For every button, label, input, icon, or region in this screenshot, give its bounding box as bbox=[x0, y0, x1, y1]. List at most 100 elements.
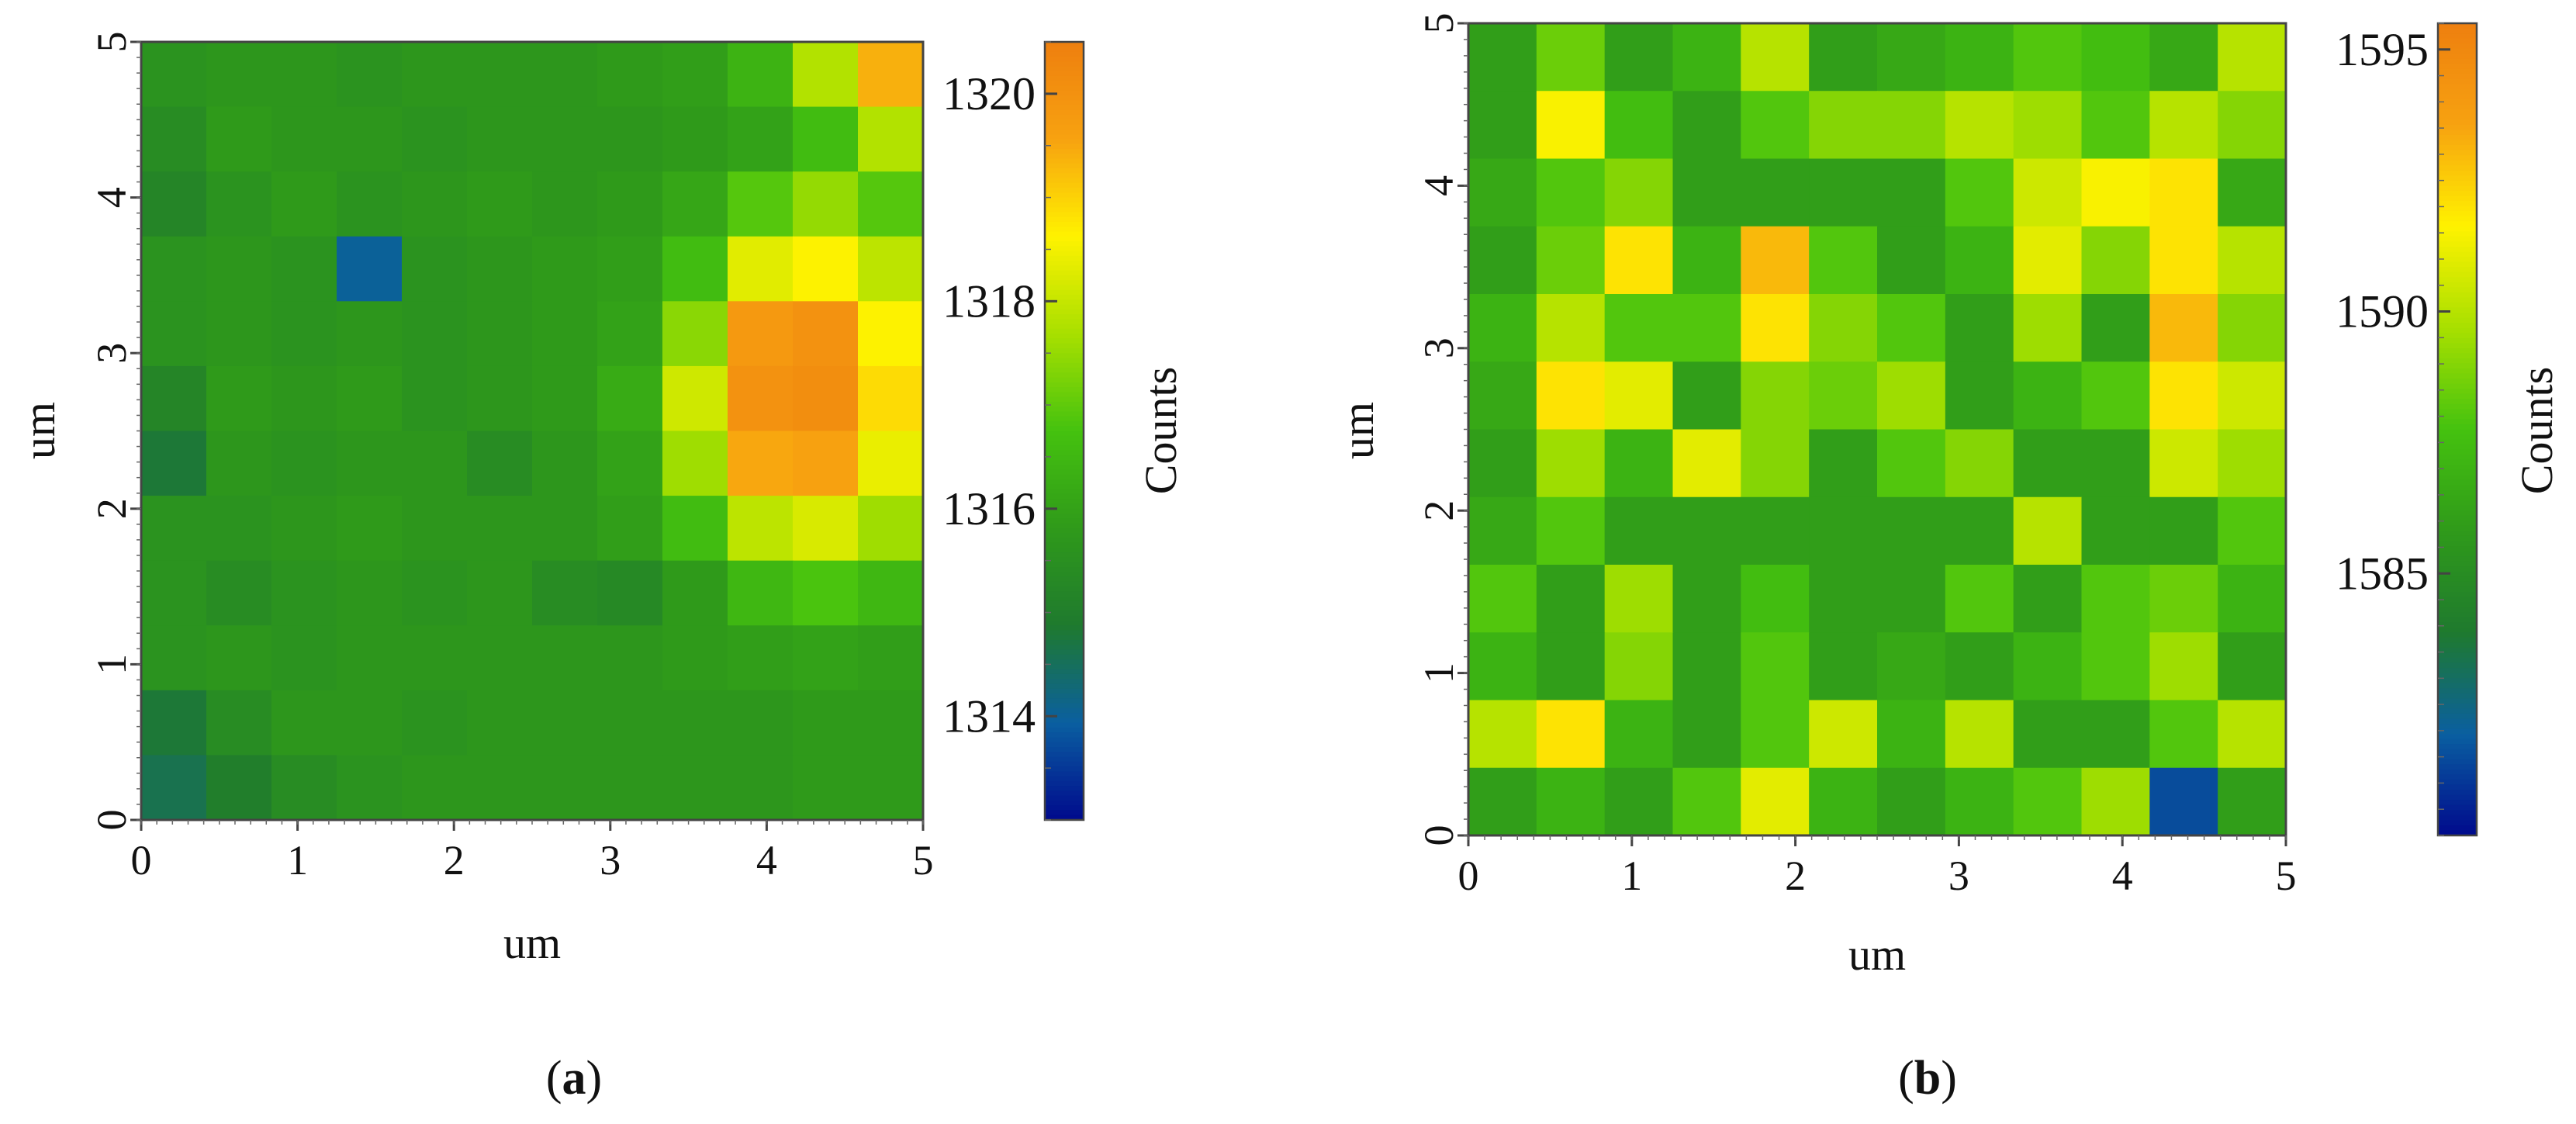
colorbar-step bbox=[1045, 479, 1084, 486]
y-tick-label: 4 bbox=[88, 187, 135, 208]
heatmap-cell bbox=[1536, 361, 1606, 431]
heatmap-cell bbox=[1604, 632, 1674, 701]
colorbar-step bbox=[1045, 693, 1084, 700]
colorbar-step bbox=[2438, 475, 2477, 481]
heatmap-cell bbox=[1672, 767, 1742, 836]
colorbar-step bbox=[2438, 678, 2477, 684]
colorbar-step bbox=[2438, 307, 2477, 313]
colorbar-step bbox=[2438, 323, 2477, 329]
heatmap-cell bbox=[337, 496, 403, 562]
colorbar-step bbox=[2438, 612, 2477, 618]
heatmap-cell bbox=[2081, 496, 2151, 565]
colorbar-step bbox=[2438, 566, 2477, 572]
colorbar-step bbox=[1045, 158, 1084, 164]
colorbar-step bbox=[2438, 124, 2477, 131]
heatmap-cell bbox=[337, 171, 403, 237]
colorbar-step bbox=[1045, 814, 1084, 821]
heatmap-cell bbox=[206, 560, 272, 627]
heatmap-cell bbox=[2149, 565, 2218, 634]
heatmap-cell bbox=[1468, 23, 1537, 92]
heatmap-cell bbox=[1536, 429, 1606, 498]
heatmap-cell bbox=[402, 42, 468, 108]
colorbar-step bbox=[1045, 251, 1084, 257]
colorbar-step bbox=[1045, 630, 1084, 636]
colorbar-step bbox=[1045, 810, 1084, 816]
colorbar-step bbox=[2438, 455, 2477, 461]
x-tick-label: 5 bbox=[913, 837, 934, 884]
heatmap-cell bbox=[2013, 767, 2083, 836]
heatmap-cell bbox=[1877, 767, 1946, 836]
colorbar-step bbox=[2438, 114, 2477, 121]
colorbar-step bbox=[1045, 664, 1084, 670]
colorbar-frame bbox=[1043, 40, 1085, 821]
heatmap-cell bbox=[728, 365, 794, 432]
heatmap-cell bbox=[532, 236, 598, 303]
heatmap-cell bbox=[2149, 226, 2218, 295]
heatmap-cell bbox=[1604, 294, 1674, 363]
colorbar-step bbox=[2438, 465, 2477, 471]
heatmap-cell bbox=[206, 106, 272, 172]
colorbar-step bbox=[2438, 160, 2477, 167]
heatmap-cell bbox=[2013, 294, 2083, 363]
heatmap-cell bbox=[858, 171, 924, 237]
colorbar-step bbox=[2438, 246, 2477, 253]
colorbar-step bbox=[1045, 255, 1084, 261]
heatmap-cell bbox=[141, 625, 207, 691]
colorbar-step bbox=[1045, 265, 1084, 271]
heatmap-cell bbox=[597, 236, 663, 303]
colorbar-step bbox=[1045, 625, 1084, 631]
heatmap-cell bbox=[728, 171, 794, 237]
colorbar-step bbox=[2438, 546, 2477, 552]
heatmap-cell bbox=[1945, 91, 2014, 160]
heatmap-cell bbox=[1672, 226, 1742, 295]
colorbar-step bbox=[2438, 251, 2477, 258]
colorbar-step bbox=[2438, 312, 2477, 319]
colorbar-step bbox=[2438, 216, 2477, 222]
heatmap-cell bbox=[206, 690, 272, 756]
heatmap-cell bbox=[141, 106, 207, 172]
colorbar-step bbox=[1045, 81, 1084, 87]
heatmap-cell bbox=[1877, 429, 1946, 498]
colorbar-step bbox=[1045, 718, 1084, 724]
colorbar-step bbox=[1045, 387, 1084, 393]
heatmap-cell bbox=[858, 560, 924, 627]
heatmap-cell bbox=[1604, 158, 1674, 227]
heatmap-cell bbox=[2013, 565, 2083, 634]
heatmap-cell bbox=[1536, 294, 1606, 363]
x-tick-label: 1 bbox=[287, 837, 308, 884]
heatmap-cell bbox=[793, 42, 859, 108]
colorbar-step bbox=[1045, 261, 1084, 267]
colorbar-step bbox=[1045, 533, 1084, 539]
colorbar-step bbox=[2438, 724, 2477, 730]
colorbar-step bbox=[1045, 343, 1084, 349]
colorbar-step bbox=[1045, 207, 1084, 213]
heatmap-cell bbox=[402, 171, 468, 237]
colorbar-step bbox=[2438, 109, 2477, 116]
heatmap-cell bbox=[858, 106, 924, 172]
heatmap-cell bbox=[2218, 294, 2287, 363]
colorbar-step bbox=[1045, 105, 1084, 111]
heatmap-cell bbox=[271, 365, 337, 432]
heatmap-cell bbox=[1468, 158, 1537, 227]
colorbar-step bbox=[1045, 567, 1084, 573]
colorbar-step bbox=[1045, 353, 1084, 359]
heatmap-cell bbox=[1945, 565, 2014, 634]
heatmap-cell bbox=[2218, 429, 2287, 498]
heatmap-cell bbox=[1877, 91, 1946, 160]
colorbar-tick-label: 1590 bbox=[2336, 286, 2429, 337]
heatmap-cell bbox=[141, 496, 207, 562]
heatmap-cell bbox=[1877, 226, 1946, 295]
heatmap-cell bbox=[2149, 700, 2218, 769]
colorbar-step bbox=[2438, 576, 2477, 583]
heatmap-cell bbox=[793, 496, 859, 562]
heatmap-cell bbox=[1741, 91, 1810, 160]
colorbar-step bbox=[2438, 134, 2477, 141]
colorbar-tick-label: 1314 bbox=[942, 690, 1036, 742]
heatmap-cell bbox=[206, 755, 272, 821]
colorbar-step bbox=[1045, 572, 1084, 578]
colorbar-step bbox=[1045, 557, 1084, 563]
colorbar-step bbox=[1045, 547, 1084, 554]
colorbar-step bbox=[2438, 444, 2477, 451]
colorbar-step bbox=[1045, 338, 1084, 344]
